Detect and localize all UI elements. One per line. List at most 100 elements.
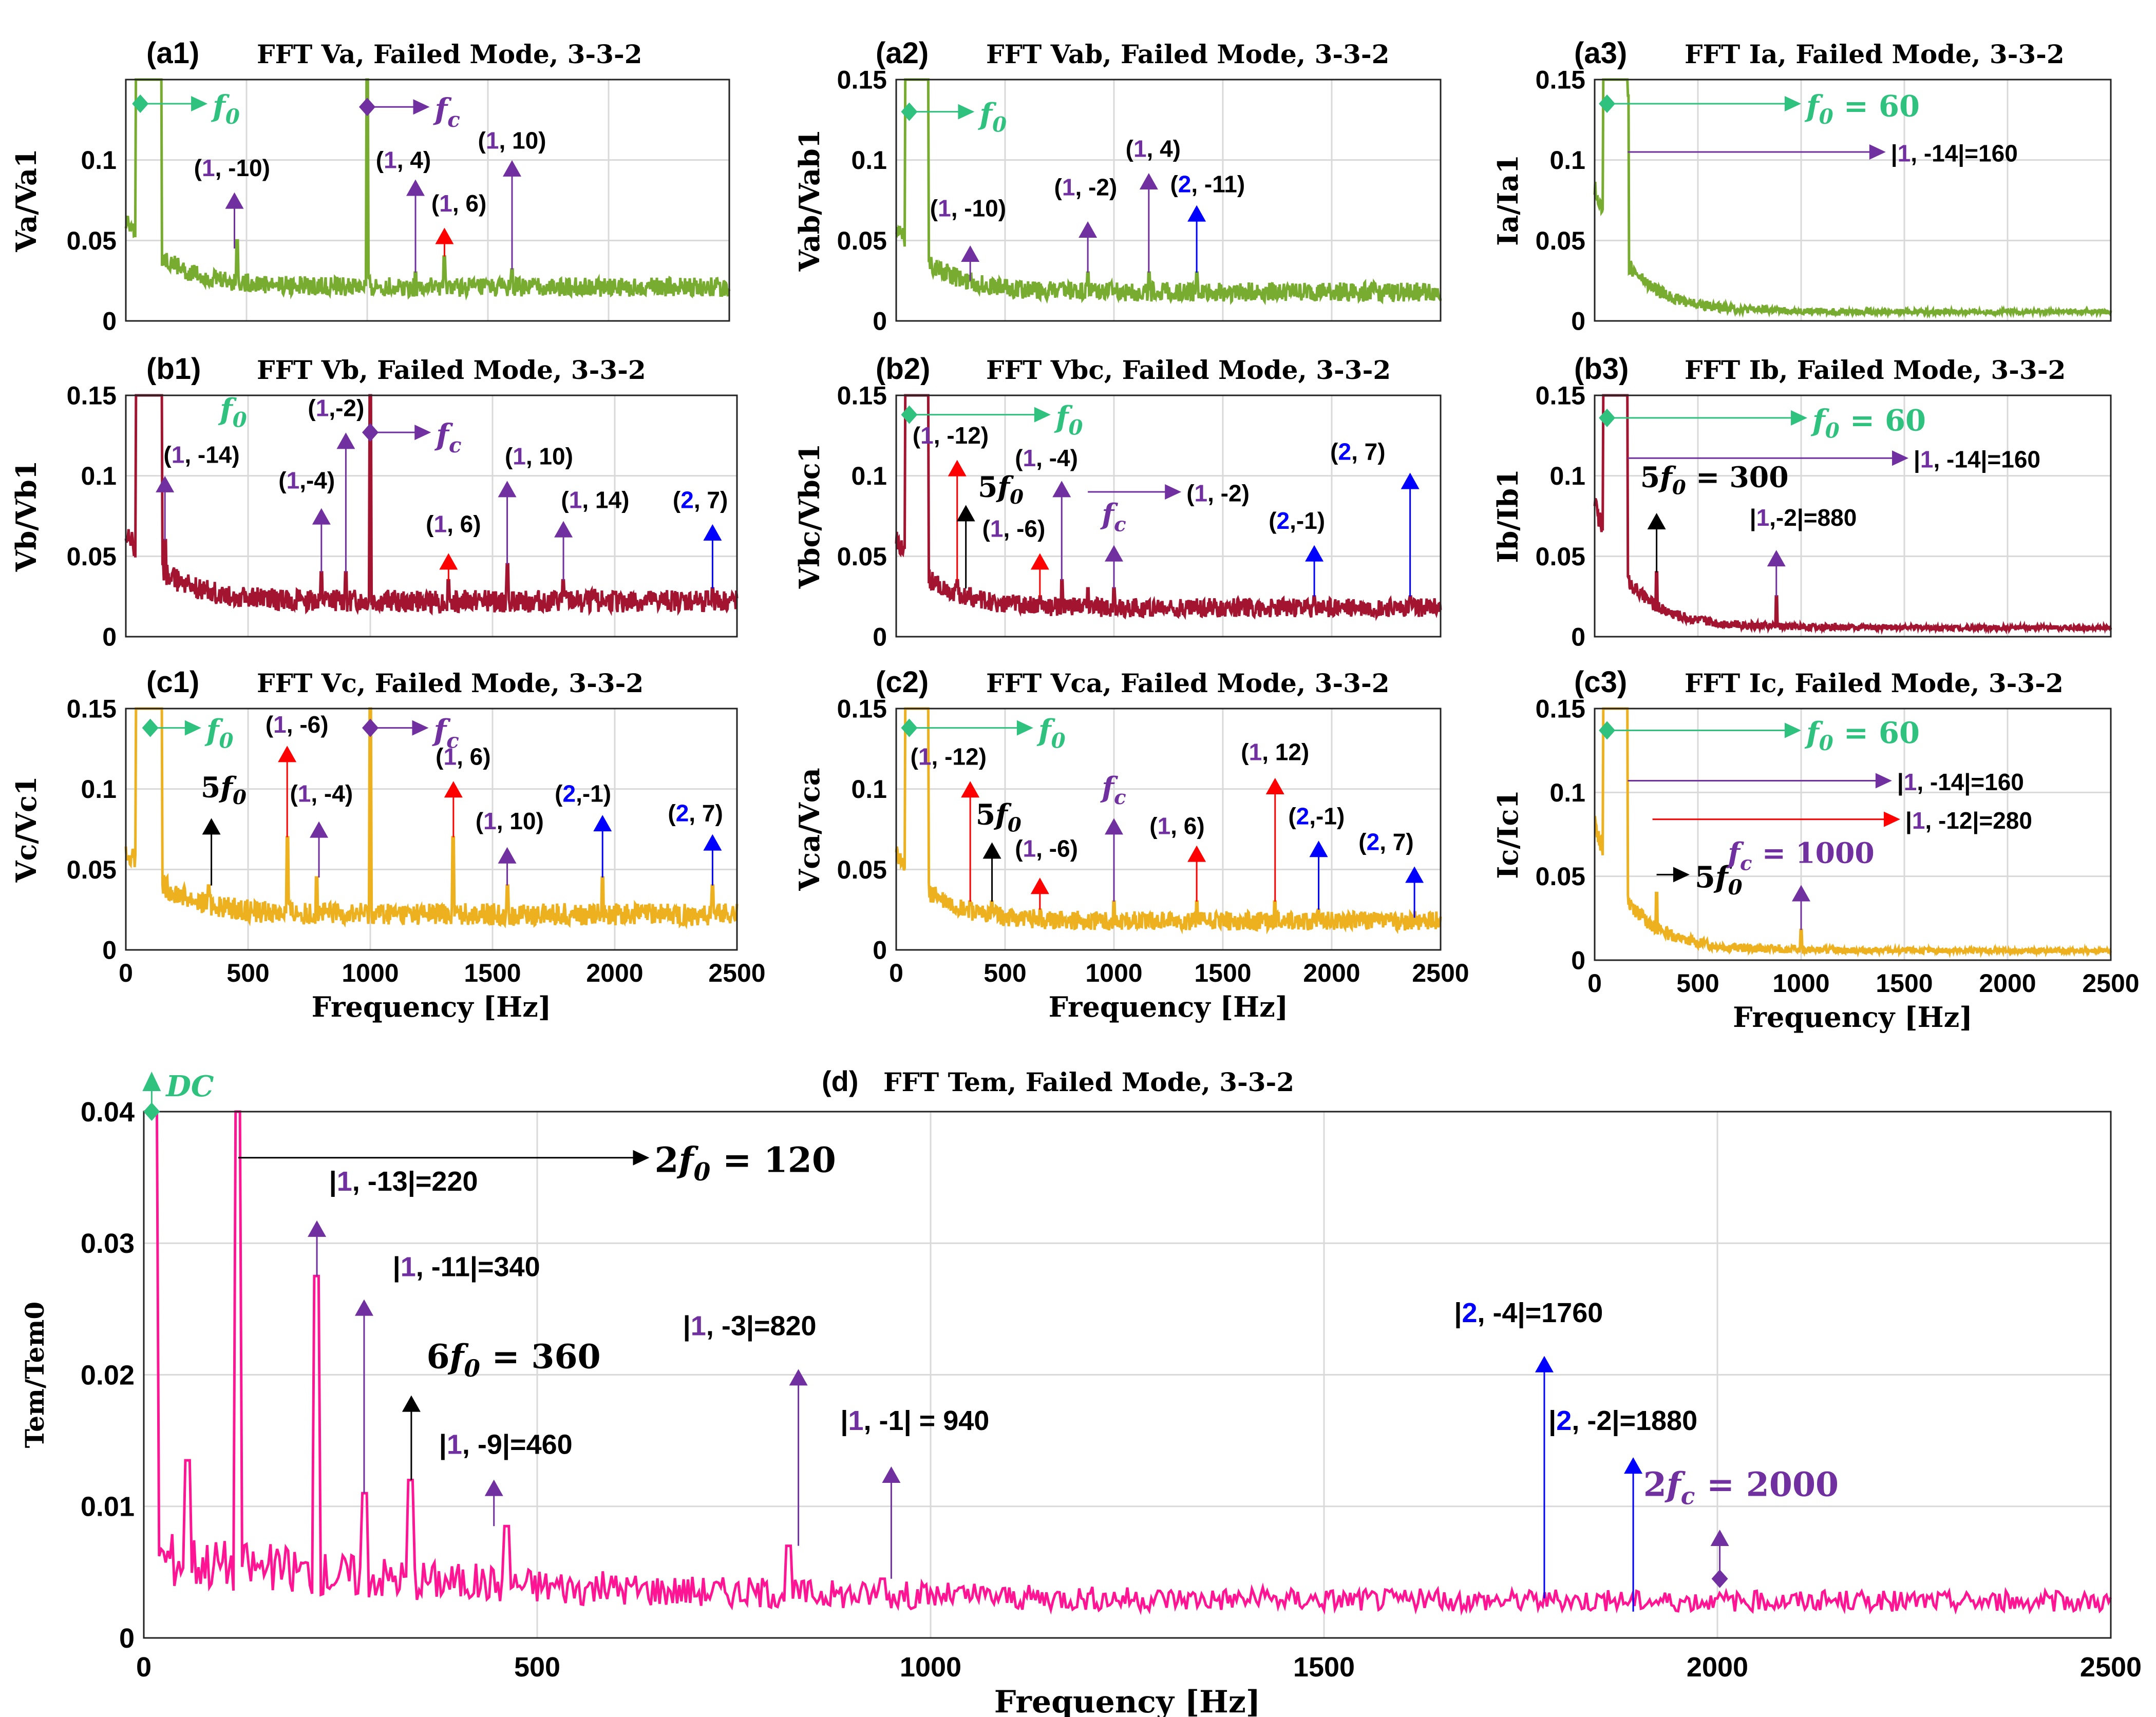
annotation-b1-6-arrowhead bbox=[498, 481, 517, 498]
x-axis-label: Frequency [Hz] bbox=[994, 1684, 1261, 1717]
annotation-b1-4-arrowhead bbox=[336, 432, 355, 449]
annotation-b1-1-arrowhead bbox=[414, 425, 431, 441]
annotation-c3-4-arrowhead bbox=[1792, 885, 1810, 902]
annotation-b2-3-arrowhead bbox=[956, 505, 975, 522]
annotation-c2-5-label: (1, 6) bbox=[1149, 812, 1204, 839]
annotation-b2-5-label: (1, -4) bbox=[1015, 445, 1078, 471]
chart-a3: 0 0.05 0.1 0.15 f0 = 60 |1, -14|=160 (a3) FFT I… bbox=[1491, 36, 2112, 336]
y-tick-label: 0.15 bbox=[1536, 695, 1585, 723]
panel-label: (d) bbox=[822, 1065, 859, 1097]
annotation-a1-4-label: (1, 6) bbox=[431, 190, 486, 217]
annotation-a1-5-arrowhead bbox=[503, 160, 521, 177]
annotation-c1-3-label: (1, -6) bbox=[266, 711, 329, 738]
x-tick-label: 2500 bbox=[2080, 1652, 2142, 1683]
panel-title: FFT Tem, Failed Mode, 3-3-2 bbox=[883, 1067, 1294, 1097]
annotation-b2-1-arrowhead bbox=[1165, 484, 1182, 500]
y-tick-label: 0.05 bbox=[1536, 542, 1585, 571]
annotation-b1-1-diamond bbox=[362, 423, 379, 442]
annotation-a2-0-diamond bbox=[901, 102, 918, 121]
annotation-c1-7-label: (2,-1) bbox=[555, 780, 611, 807]
y-tick-label: 0.01 bbox=[81, 1492, 135, 1522]
annotation-c3-1-arrowhead bbox=[1875, 773, 1892, 789]
y-tick-label: 0.15 bbox=[67, 695, 117, 723]
annotation-a2-3-arrowhead bbox=[1139, 173, 1158, 189]
y-tick-label: 0 bbox=[102, 307, 117, 336]
spectrum-line bbox=[1593, 78, 2112, 319]
panel-title: FFT Vca, Failed Mode, 3-3-2 bbox=[986, 668, 1390, 698]
annotation-c2-7-arrowhead bbox=[1309, 841, 1328, 857]
annotation-d-0-arrowhead bbox=[142, 1072, 161, 1091]
annotation-c1-5-arrowhead bbox=[444, 781, 463, 798]
spectrum-line bbox=[124, 707, 739, 930]
annotation-c1-4-label: (1, -4) bbox=[290, 780, 353, 807]
annotation-a3-1-label: |1, -14|=160 bbox=[1891, 140, 2018, 166]
panel-label: (c2) bbox=[876, 665, 929, 699]
plot-area bbox=[896, 395, 1441, 637]
annotation-a1-4-arrowhead bbox=[435, 227, 454, 244]
annotation-c2-2-arrowhead bbox=[982, 842, 1001, 859]
annotation-c1-1-diamond bbox=[362, 718, 379, 737]
panel-label: (c3) bbox=[1574, 665, 1627, 699]
plot-frame bbox=[1594, 79, 2112, 322]
chart-b3: 0 0.05 0.1 0.15 f0 = 60 |1, -14|=160 5f0 = 300… bbox=[1491, 352, 2112, 652]
annotation-a3-0-arrowhead bbox=[1784, 96, 1801, 111]
annotation-b3-2-arrowhead bbox=[1647, 513, 1666, 529]
plot-area bbox=[1595, 709, 2111, 960]
annotation-b2-6-arrowhead bbox=[1105, 545, 1123, 562]
y-tick-label: 0.03 bbox=[81, 1228, 135, 1259]
annotation-b2-8-arrowhead bbox=[1401, 472, 1420, 489]
x-tick-label: 1500 bbox=[1876, 969, 1933, 998]
annotation-c3-2-label: |1, -12|=280 bbox=[1905, 807, 2032, 834]
annotation-c2-8-arrowhead bbox=[1405, 866, 1424, 883]
annotation-a2-0-arrowhead bbox=[958, 104, 975, 120]
annotation-c2-7-label: (2,-1) bbox=[1288, 803, 1345, 830]
y-tick-label: 0.1 bbox=[81, 462, 117, 490]
y-tick-label: 0.05 bbox=[1536, 862, 1585, 891]
y-tick-label: 0.15 bbox=[837, 381, 887, 410]
annotation-d-8-arrowhead bbox=[1535, 1356, 1554, 1372]
annotation-d-9-arrowhead bbox=[1624, 1457, 1643, 1474]
annotation-b2-8-label: (2, 7) bbox=[1330, 438, 1385, 465]
y-tick-label: 0.1 bbox=[81, 146, 117, 175]
annotation-a1-2-arrowhead bbox=[225, 192, 244, 209]
y-tick-label: 0 bbox=[873, 623, 887, 652]
spectrum-line bbox=[124, 394, 739, 616]
annotation-b1-3-label: (1,-4) bbox=[278, 467, 335, 494]
annotation-b1-4-label: (1,-2) bbox=[308, 395, 364, 422]
x-tick-label: 0 bbox=[136, 1652, 152, 1683]
annotation-b1-3-arrowhead bbox=[312, 508, 331, 525]
annotation-b3-1-label: |1, -14|=160 bbox=[1914, 446, 2040, 473]
y-tick-label: 0.05 bbox=[837, 542, 887, 571]
annotation-b2-3-label: 5f0 bbox=[978, 470, 1024, 509]
annotation-a2-4-arrowhead bbox=[1187, 205, 1206, 222]
x-tick-label: 0 bbox=[889, 959, 903, 987]
y-tick-label: 0 bbox=[1571, 946, 1585, 975]
annotation-d-4-label: 6f0 = 360 bbox=[426, 1338, 600, 1382]
y-tick-label: 0.1 bbox=[1549, 146, 1585, 175]
annotation-a1-2-label: (1, -10) bbox=[194, 155, 270, 181]
annotation-a2-2-label: (1, -2) bbox=[1054, 174, 1118, 201]
annotation-a1-5-label: (1, 10) bbox=[478, 127, 546, 154]
annotation-c3-1-label: |1, -14|=160 bbox=[1897, 769, 2024, 795]
annotation-d-5-label: |1, -9|=460 bbox=[439, 1429, 573, 1460]
annotation-b1-6-label: (1, 10) bbox=[505, 443, 573, 470]
panel-label: (b2) bbox=[876, 352, 930, 386]
annotation-c1-0-arrowhead bbox=[184, 720, 201, 736]
chart-d: 0 500 1000 1500 2000 2500 0 0.01 0.02 0.03 0.04 DC 2… bbox=[20, 1065, 2142, 1717]
x-tick-label: 500 bbox=[984, 959, 1026, 987]
spectrum-line bbox=[895, 394, 1442, 621]
annotation-a1-1-diamond bbox=[359, 98, 375, 117]
panel-label: (a1) bbox=[146, 36, 199, 70]
plot-area bbox=[896, 80, 1441, 321]
x-tick-label: 2000 bbox=[1979, 969, 2036, 998]
annotation-b1-7-label: (1, 14) bbox=[561, 486, 629, 513]
plot-frame bbox=[1594, 394, 2112, 638]
x-tick-label: 0 bbox=[119, 959, 133, 987]
annotation-c1-8-label: (2, 7) bbox=[668, 799, 723, 826]
spectrum-line bbox=[895, 78, 1442, 306]
annotation-b2-4-label: (1, -6) bbox=[982, 516, 1046, 542]
x-tick-label: 2000 bbox=[586, 959, 643, 987]
annotation-a2-3-label: (1, 4) bbox=[1126, 135, 1181, 162]
spectrum-line bbox=[144, 1110, 2112, 1616]
plot-frame bbox=[1594, 708, 2112, 961]
